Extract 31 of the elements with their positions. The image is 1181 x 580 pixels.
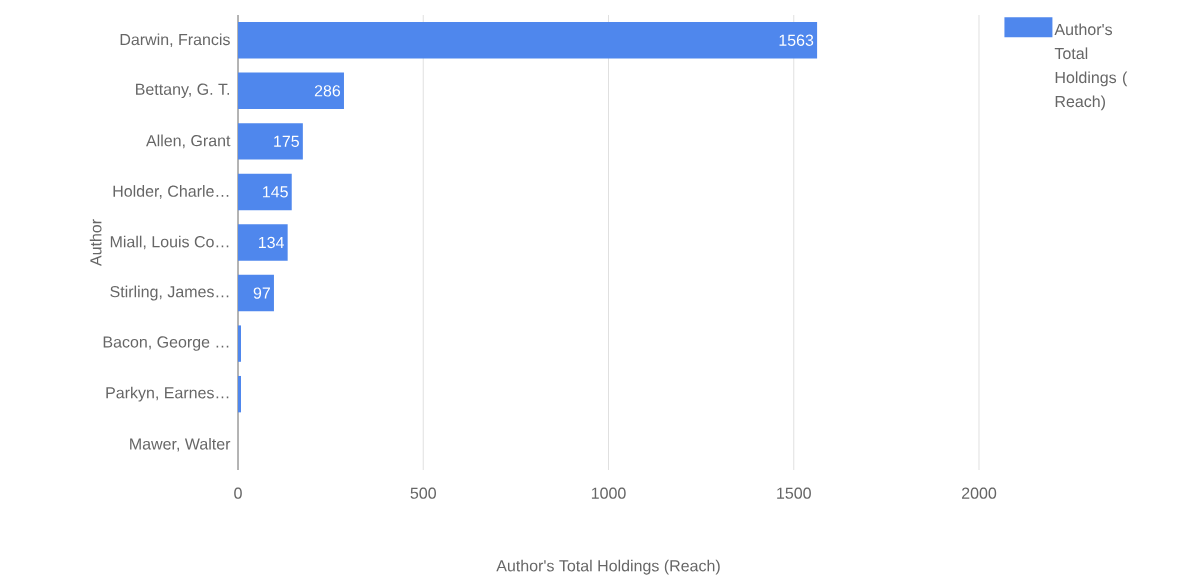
y-tick-label: Bettany, G. T.	[136, 83, 230, 99]
bar	[238, 173, 292, 211]
x-tick-label: 2000	[962, 487, 997, 499]
bar	[238, 123, 303, 160]
y-tick-label: Holder, Charle…	[113, 185, 229, 199]
x-tick-label: 500	[410, 487, 436, 499]
bar	[238, 22, 818, 59]
bar	[238, 224, 288, 261]
bar	[238, 274, 274, 312]
x-tick-label: 0	[234, 487, 242, 499]
y-tick-label: Parkyn, Earnes…	[106, 386, 229, 402]
bar	[238, 375, 241, 413]
y-tick-label: Darwin, Francis	[120, 33, 230, 48]
bar	[238, 325, 241, 362]
data-label: 286	[314, 85, 341, 97]
x-axis-title: Author's Total Holdings (Reach)	[496, 559, 720, 575]
y-axis-title: Author	[89, 219, 102, 267]
data-label: 175	[274, 135, 299, 147]
y-tick-label: Miall, Louis Co…	[110, 235, 229, 250]
data-label: 145	[263, 186, 288, 198]
y-tick-label: Bacon, George …	[103, 336, 229, 351]
y-tick-label: Allen, Grant	[146, 134, 231, 149]
data-label: 1563	[779, 34, 814, 46]
data-label: 134	[258, 236, 284, 249]
x-tick-label: 1500	[777, 487, 811, 499]
y-tick-label: Mawer, Walter	[130, 437, 231, 452]
bar	[238, 72, 344, 110]
y-tick-label: Stirling, James…	[110, 285, 229, 301]
legend-label: Author's Total Holdings ( Reach)	[1054, 23, 1128, 111]
data-label: 97	[253, 287, 270, 299]
x-tick-label: 1000	[591, 487, 626, 499]
